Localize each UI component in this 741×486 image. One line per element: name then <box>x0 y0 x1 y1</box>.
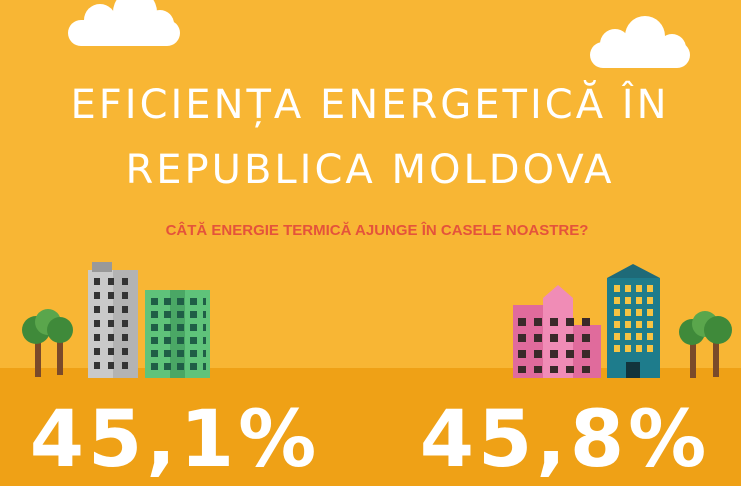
building <box>145 290 210 378</box>
title: EFICIENȚA ENERGETICĂ ÎN <box>71 79 670 128</box>
trees <box>22 309 73 377</box>
building <box>88 262 138 378</box>
building <box>513 285 601 378</box>
title: REPUBLICA MOLDOVA <box>125 147 614 193</box>
stat-value: 45,8% <box>420 395 711 485</box>
ground <box>0 368 741 486</box>
building <box>607 264 660 378</box>
subtitle: CÂTĂ ENERGIE TERMICĂ AJUNGE ÎN CASELE NO… <box>166 221 589 239</box>
cloud <box>68 0 180 46</box>
cloud <box>590 16 690 68</box>
trees <box>679 311 732 378</box>
stat-value: 45,1% <box>30 395 321 485</box>
